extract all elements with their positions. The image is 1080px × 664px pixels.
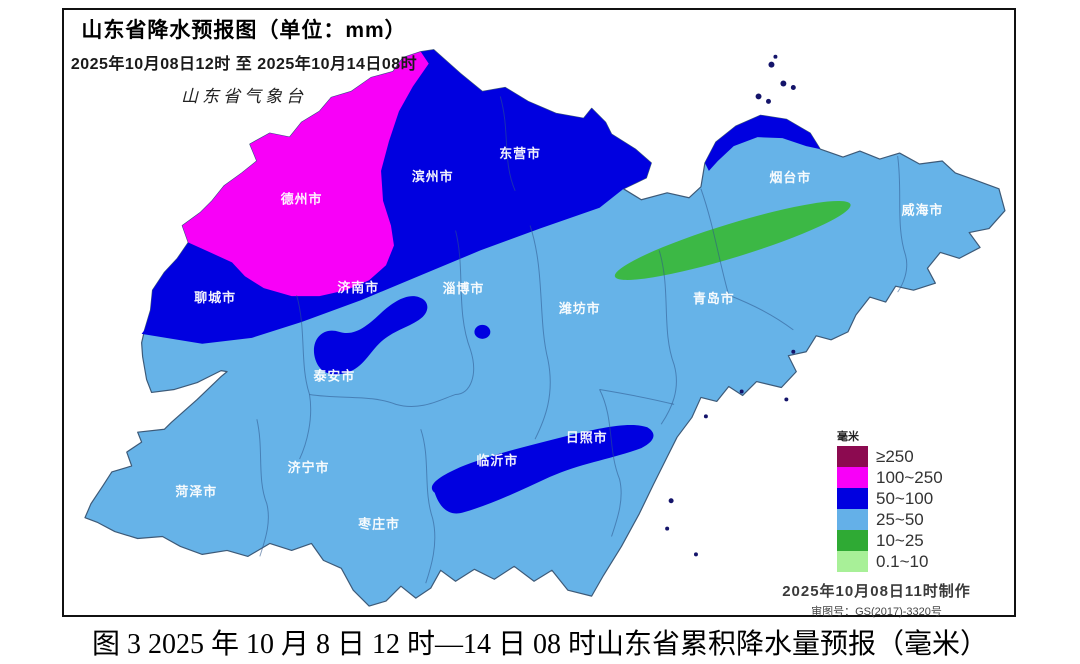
city-label-滨州市: 滨州市: [412, 169, 454, 184]
city-label-菏泽市: 菏泽市: [175, 484, 217, 499]
city-label-烟台市: 烟台市: [769, 170, 811, 185]
city-boundaries: [256, 96, 908, 584]
legend-item: 10~25: [837, 530, 974, 551]
city-label-德州市: 德州市: [281, 192, 323, 207]
legend-swatch: [837, 551, 868, 572]
rain-blob-zibo: [474, 324, 491, 339]
city-label-济南市: 济南市: [337, 280, 379, 295]
legend-item: 25~50: [837, 509, 974, 530]
legend-swatch: [837, 467, 868, 488]
legend-swatch: [837, 509, 868, 530]
made-note: 2025年10月08日11时制作: [782, 583, 971, 600]
legend-item: ≥250: [837, 446, 974, 467]
approval-note: 审图号：GS(2017)-3320号: [811, 606, 942, 618]
legend-items: ≥250 100~250 50~100 25~50 10~25 0.1~10: [779, 446, 974, 572]
city-label-日照市: 日照市: [566, 430, 608, 445]
rain-blob-linyi-rizhao: [431, 424, 654, 514]
city-label-济宁市: 济宁市: [288, 460, 330, 475]
legend-title: 毫米: [837, 431, 859, 443]
legend-label: 0.1~10: [876, 551, 929, 571]
legend-swatch: [837, 530, 868, 551]
legend-item: 100~250: [837, 467, 974, 488]
legend-item: 50~100: [837, 488, 974, 509]
legend-label: ≥250: [876, 446, 914, 466]
city-label-东营市: 东营市: [499, 146, 541, 161]
city-label-淄博市: 淄博市: [443, 281, 485, 296]
legend-swatch: [837, 488, 868, 509]
legend: 毫米 ≥250 100~250 50~100 25~50 10~25 0.1~10 202…: [779, 428, 974, 619]
legend-label: 25~50: [876, 509, 924, 529]
legend-item: 0.1~10: [837, 551, 974, 572]
legend-label: 100~250: [876, 467, 943, 487]
islands: [665, 54, 796, 557]
city-label-威海市: 威海市: [902, 203, 944, 218]
city-label-青岛市: 青岛市: [693, 291, 735, 306]
rain-blob-jinan: [313, 296, 428, 375]
city-label-枣庄市: 枣庄市: [357, 517, 400, 532]
city-label-潍坊市: 潍坊市: [559, 301, 601, 316]
city-label-泰安市: 泰安市: [313, 369, 356, 384]
legend-label: 10~25: [876, 530, 924, 550]
city-label-聊城市: 聊城市: [194, 290, 236, 305]
city-label-临沂市: 临沂市: [476, 453, 518, 468]
legend-label: 50~100: [876, 488, 934, 508]
map-panel: 德州市 滨州市 东营市烟台市威海市聊城市 济南市 淄博市潍坊市 青岛市泰安市济宁市菏泽市枣…: [62, 8, 1016, 619]
legend-swatch: [837, 446, 868, 467]
rain-zone-10-25: [614, 201, 851, 280]
figure-caption: 图 3 2025 年 10 月 8 日 12 时—14 日 08 时山东省累积降…: [91, 629, 988, 660]
rain-zone-100-250: [182, 51, 429, 297]
rain-blob-yantai-coast: [704, 115, 821, 171]
